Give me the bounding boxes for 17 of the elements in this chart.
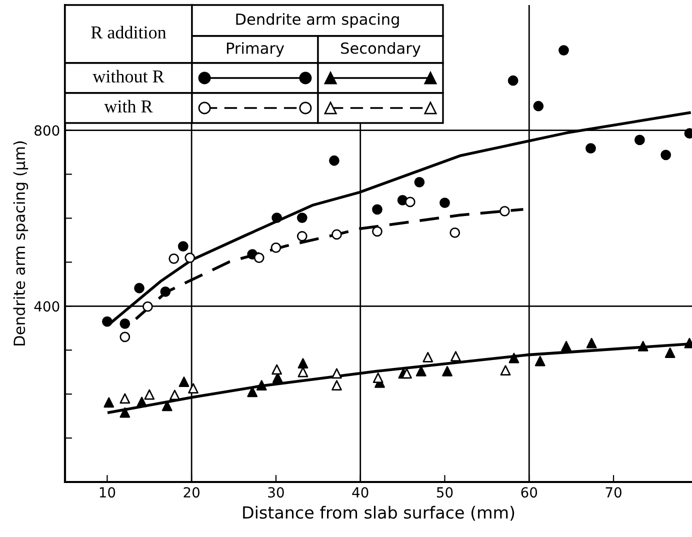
annotation: R addition [91, 26, 166, 39]
y-tick-label: 400 [34, 301, 60, 312]
x-tick-label: 40 [352, 487, 368, 498]
annotation: Dendrite arm spacing [236, 13, 399, 28]
x-tick-label: 20 [184, 487, 200, 498]
x-tick-label: 50 [436, 487, 453, 498]
y-tick-label: 800 [34, 125, 60, 136]
x-axis-title: Distance from slab surface (mm) [243, 506, 514, 521]
x-tick-label: 10 [100, 487, 116, 498]
x-tick-label: 30 [268, 487, 284, 498]
x-tick-label: 60 [521, 487, 538, 498]
y-axis-title: Dendrite arm spacing (μm) [13, 141, 28, 346]
annotation: Secondary [341, 42, 420, 57]
x-tick-label: 70 [606, 487, 622, 498]
annotation: without R [92, 70, 164, 83]
annotation: with R [104, 100, 153, 113]
annotation: Primary [226, 42, 284, 57]
